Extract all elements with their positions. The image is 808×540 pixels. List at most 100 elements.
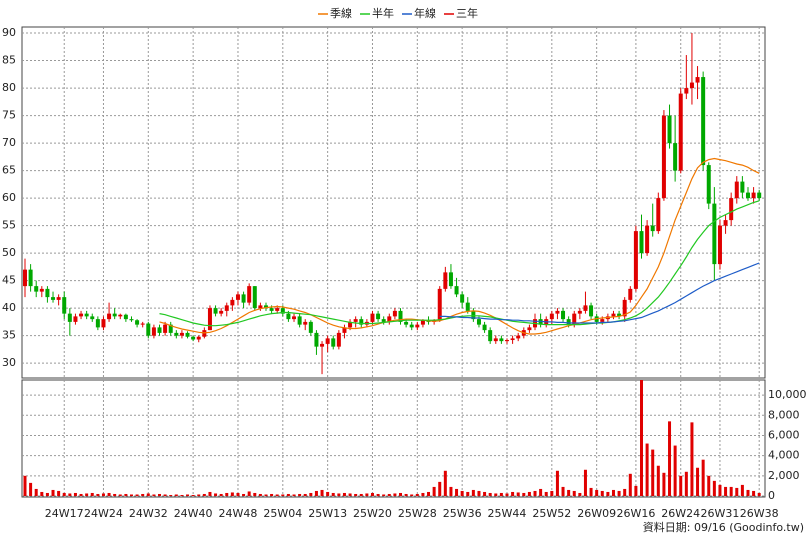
volume-bar — [399, 492, 403, 496]
candle-body — [342, 327, 347, 333]
candle-body — [151, 327, 156, 336]
volume-bar — [628, 473, 632, 496]
volume-bar — [735, 487, 739, 496]
candle-body — [656, 198, 661, 232]
candle-body — [561, 310, 566, 320]
volume-bar — [376, 493, 380, 496]
volume-bar — [511, 491, 515, 496]
volume-tick-label: 0 — [768, 489, 775, 502]
volume-bar — [606, 491, 610, 496]
volume-bar — [421, 492, 425, 496]
y-tick-label: 65 — [2, 164, 16, 177]
volume-bar — [242, 493, 246, 496]
volume-bar — [578, 492, 582, 496]
volume-bar — [499, 492, 503, 496]
volume-bar — [623, 488, 627, 496]
volume-bar — [527, 491, 531, 496]
candle-body — [84, 313, 89, 317]
volume-bar — [656, 465, 660, 496]
candle-body — [392, 310, 397, 317]
volume-bar — [342, 492, 346, 496]
legend-label: 季線 — [330, 6, 352, 20]
volume-bar — [522, 492, 526, 496]
volume-bar — [62, 492, 66, 496]
candle-body — [168, 324, 173, 333]
volume-bar — [124, 493, 128, 496]
volume-bar — [275, 494, 279, 496]
candle-body — [146, 323, 151, 336]
x-tick-label: 26W31 — [701, 507, 740, 520]
candle-body — [493, 338, 498, 342]
y-tick-label: 60 — [2, 191, 16, 204]
candle-body — [420, 320, 425, 325]
candle-body — [252, 286, 257, 309]
y-tick-label: 55 — [2, 219, 16, 232]
candle-body — [179, 332, 184, 336]
x-tick-label: 24W17 — [45, 507, 84, 520]
candle-body — [678, 93, 683, 171]
volume-bar — [449, 486, 453, 496]
volume-bar — [359, 493, 363, 496]
x-tick-label: 25W36 — [443, 507, 482, 520]
volume-bar — [298, 493, 302, 496]
volume-tick-label: 6,000 — [768, 428, 800, 441]
candle-body — [611, 313, 616, 317]
candle-body — [45, 288, 50, 298]
volume-bar — [673, 445, 677, 496]
candle-body — [280, 308, 285, 314]
candle-body — [56, 297, 61, 300]
candle-body — [213, 308, 218, 314]
volume-bar — [141, 493, 145, 496]
volume-bar — [572, 490, 576, 496]
x-tick-label: 24W48 — [219, 507, 258, 520]
volume-bar — [595, 489, 599, 496]
volume-bar — [387, 493, 391, 496]
volume-bar — [208, 491, 212, 496]
candle-body — [73, 316, 78, 322]
x-tick-label: 25W44 — [488, 507, 527, 520]
volume-bar — [550, 490, 554, 496]
volume-bar — [718, 484, 722, 496]
candle-body — [516, 335, 521, 339]
candle-body — [645, 225, 650, 254]
volume-bar — [174, 494, 178, 496]
volume-bar — [640, 380, 644, 496]
candle-body — [482, 324, 487, 331]
y-tick-label: 45 — [2, 274, 16, 287]
volume-bar — [320, 489, 324, 496]
volume-bar — [438, 481, 442, 496]
volume-bar — [309, 492, 313, 496]
ma-line — [439, 262, 760, 324]
volume-bar — [264, 494, 268, 496]
candle-body — [67, 313, 72, 322]
candle-body — [589, 305, 594, 317]
volume-bar — [180, 494, 184, 496]
volume-bar — [634, 485, 638, 496]
volume-bar — [270, 493, 274, 496]
volume-bar — [57, 490, 61, 496]
price-panel — [21, 26, 766, 379]
volume-bar — [118, 494, 122, 496]
candle-body — [174, 332, 179, 336]
volume-bar — [85, 493, 89, 496]
volume-bar — [236, 492, 240, 496]
candle-body — [661, 115, 666, 199]
candle-body — [247, 286, 252, 303]
candle-body — [639, 231, 644, 254]
candle-body — [90, 316, 95, 320]
volume-bar — [539, 488, 543, 496]
volume-bar — [169, 494, 173, 496]
x-tick-label: 26W38 — [740, 507, 779, 520]
candle-body — [191, 336, 196, 340]
volume-bar — [561, 486, 565, 496]
volume-bar — [101, 493, 105, 496]
candle-body — [107, 313, 112, 320]
candle-body — [745, 192, 750, 199]
candle-body — [303, 321, 308, 325]
candle-body — [454, 286, 459, 295]
candle-body — [51, 297, 56, 300]
volume-bar — [410, 494, 414, 496]
volume-bar — [113, 493, 117, 496]
volume-bar — [662, 472, 666, 496]
